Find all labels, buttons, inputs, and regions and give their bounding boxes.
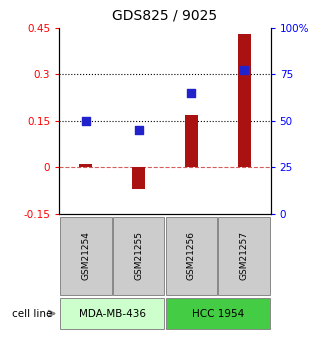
Bar xyxy=(166,298,270,329)
Bar xyxy=(79,164,92,167)
Point xyxy=(83,118,88,124)
Point xyxy=(136,127,141,133)
Bar xyxy=(185,115,198,167)
Text: GSM21255: GSM21255 xyxy=(134,231,143,280)
Text: GSM21257: GSM21257 xyxy=(240,231,249,280)
Point xyxy=(189,90,194,96)
Text: MDA-MB-436: MDA-MB-436 xyxy=(79,308,146,318)
Bar xyxy=(132,167,145,189)
Bar xyxy=(60,298,164,329)
Text: GSM21254: GSM21254 xyxy=(81,231,90,280)
Bar xyxy=(166,217,217,295)
Point xyxy=(242,68,247,73)
Bar xyxy=(218,217,270,295)
Text: GDS825 / 9025: GDS825 / 9025 xyxy=(113,9,217,23)
Text: GSM21256: GSM21256 xyxy=(187,231,196,280)
Bar xyxy=(113,217,164,295)
Text: cell line: cell line xyxy=(13,308,53,318)
Bar xyxy=(60,217,112,295)
Text: HCC 1954: HCC 1954 xyxy=(192,308,244,318)
Bar xyxy=(238,34,251,167)
